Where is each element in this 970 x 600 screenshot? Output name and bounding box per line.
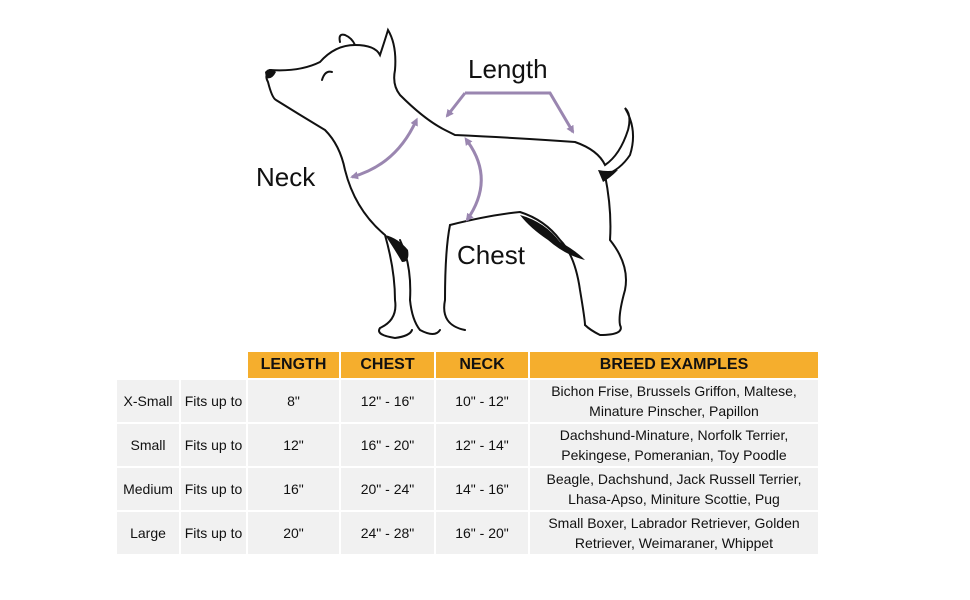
breeds-line: Bichon Frise, Brussels Griffon, Maltese,	[551, 383, 797, 399]
breeds-cell: Bichon Frise, Brussels Griffon, Maltese,…	[530, 380, 818, 422]
measure-arrows	[350, 91, 575, 222]
neck-cell: 16" - 20"	[436, 512, 528, 554]
fit-cell: Fits up to	[181, 380, 246, 422]
table-row: Large Fits up to 20" 24" - 28" 16" - 20"…	[117, 512, 818, 554]
breeds-cell: Small Boxer, Labrador Retriever, Golden R…	[530, 512, 818, 554]
breeds-line: Lhasa-Apso, Miniture Scottie, Pug	[568, 491, 780, 507]
fit-cell: Fits up to	[181, 424, 246, 466]
length-cell: 16"	[248, 468, 339, 510]
breeds-cell: Dachshund-Minature, Norfolk Terrier, Peki…	[530, 424, 818, 466]
chest-cell: 20" - 24"	[341, 468, 434, 510]
length-label: Length	[468, 54, 548, 84]
length-arrow	[445, 92, 467, 118]
neck-cell: 14" - 16"	[436, 468, 528, 510]
dog-outline	[265, 27, 635, 340]
size-cell: Large	[117, 512, 179, 554]
dog-leg-marking	[520, 215, 585, 260]
breeds-line: Retriever, Weimaraner, Whippet	[574, 535, 774, 551]
size-table: LENGTH CHEST NECK BREED EXAMPLES X-Small…	[115, 350, 820, 556]
breeds-line: Pekingese, Pomeranian, Toy Poodle	[561, 447, 787, 463]
table-header-row: LENGTH CHEST NECK BREED EXAMPLES	[117, 352, 818, 378]
neck-cell: 10" - 12"	[436, 380, 528, 422]
dog-tail-marking	[598, 170, 618, 182]
breeds-cell: Beagle, Dachshund, Jack Russell Terrier,…	[530, 468, 818, 510]
dog-leg-marking	[385, 235, 409, 262]
size-cell: X-Small	[117, 380, 179, 422]
length-cell: 12"	[248, 424, 339, 466]
chest-cell: 12" - 16"	[341, 380, 434, 422]
table-row: Medium Fits up to 16" 20" - 24" 14" - 16…	[117, 468, 818, 510]
dog-illustration	[265, 27, 635, 340]
neck-arrow	[350, 117, 418, 180]
length-cell: 20"	[248, 512, 339, 554]
chest-arrow	[464, 137, 483, 222]
length-arrow	[465, 91, 575, 134]
size-cell: Medium	[117, 468, 179, 510]
breeds-line: Dachshund-Minature, Norfolk Terrier,	[559, 427, 789, 443]
breeds-line: Beagle, Dachshund, Jack Russell Terrier,	[546, 471, 802, 487]
table-row: X-Small Fits up to 8" 12" - 16" 10" - 12…	[117, 380, 818, 422]
size-cell: Small	[117, 424, 179, 466]
header-neck: NECK	[436, 352, 528, 378]
breeds-line: Small Boxer, Labrador Retriever, Golden	[548, 515, 800, 531]
neck-label: Neck	[256, 162, 316, 192]
breeds-line: Minature Pinscher, Papillon	[589, 403, 759, 419]
chest-cell: 24" - 28"	[341, 512, 434, 554]
header-chest: CHEST	[341, 352, 434, 378]
fit-cell: Fits up to	[181, 512, 246, 554]
chest-cell: 16" - 20"	[341, 424, 434, 466]
dog-nose	[265, 69, 276, 79]
header-breeds: BREED EXAMPLES	[530, 352, 818, 378]
neck-cell: 12" - 14"	[436, 424, 528, 466]
header-length: LENGTH	[248, 352, 339, 378]
table-row: Small Fits up to 12" 16" - 20" 12" - 14"…	[117, 424, 818, 466]
length-cell: 8"	[248, 380, 339, 422]
fit-cell: Fits up to	[181, 468, 246, 510]
chest-label: Chest	[457, 240, 525, 270]
